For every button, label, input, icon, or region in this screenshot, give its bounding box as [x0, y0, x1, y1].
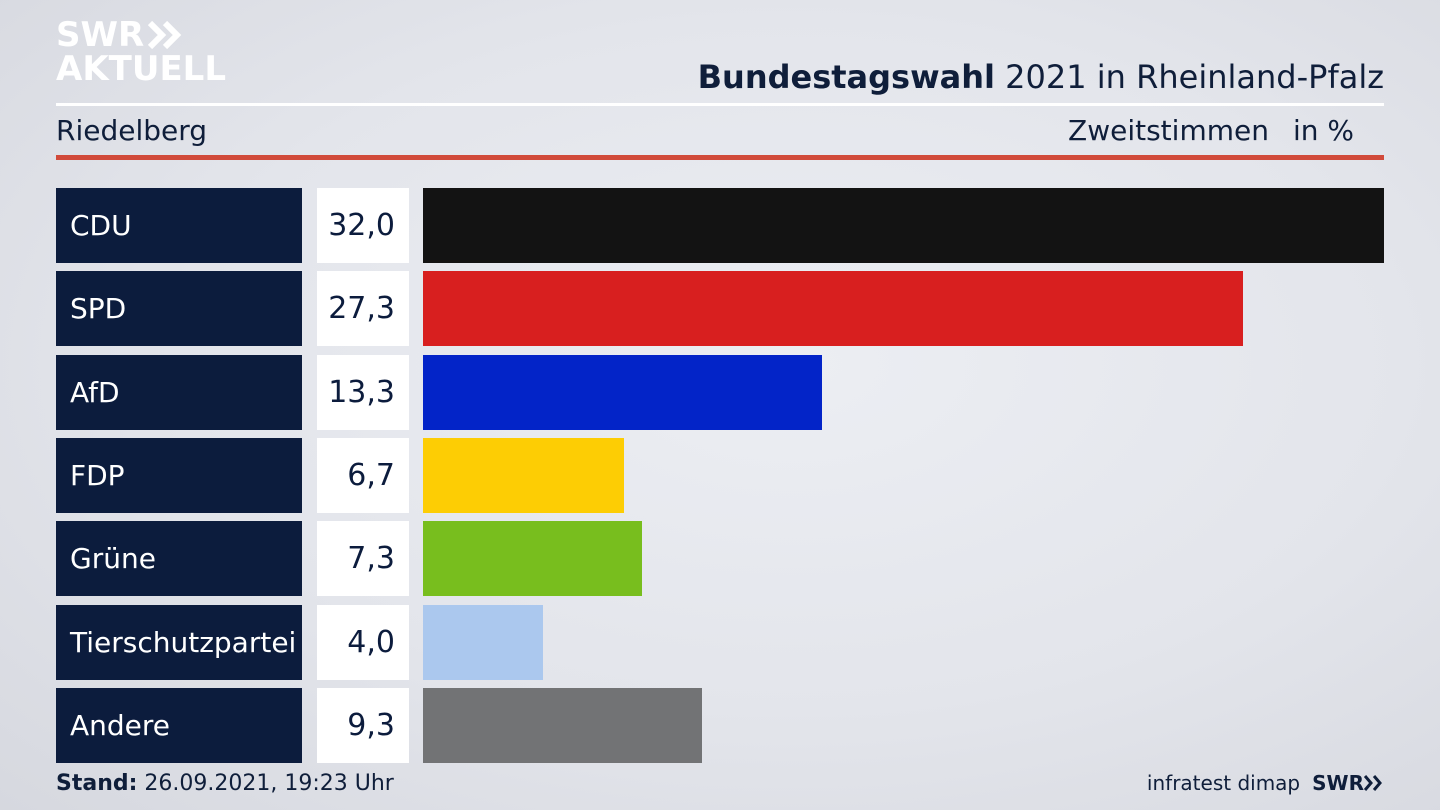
- footer-swr-logo: SWR: [1312, 771, 1384, 795]
- header-accent-rule: [56, 155, 1384, 160]
- source-label: infratest dimap: [1146, 771, 1301, 795]
- value-label: 7,3: [317, 521, 409, 596]
- title-rest: 2021 in Rheinland-Pfalz: [1005, 58, 1384, 96]
- value-label: 4,0: [317, 605, 409, 680]
- footer-swr-text: SWR: [1312, 771, 1364, 795]
- region-name: Riedelberg: [56, 114, 208, 147]
- timestamp: Stand: 26.09.2021, 19:23 Uhr: [56, 771, 394, 796]
- double-chevron-icon: [148, 21, 182, 49]
- header-divider: [56, 103, 1384, 106]
- value-label: 32,0: [317, 188, 409, 263]
- metric-unit: in %: [1292, 114, 1354, 147]
- bar: [423, 271, 1243, 346]
- bar: [423, 188, 1384, 263]
- double-chevron-icon: [1364, 775, 1382, 791]
- party-label: SPD: [56, 271, 302, 346]
- bar: [423, 355, 822, 430]
- party-label: Tierschutzpartei: [56, 605, 302, 680]
- party-label: FDP: [56, 438, 302, 513]
- stand-label: Stand:: [56, 771, 138, 796]
- metric-name: Zweitstimmen: [1068, 114, 1269, 147]
- party-label: Andere: [56, 688, 302, 763]
- logo-swr-text: SWR: [56, 15, 145, 55]
- value-label: 27,3: [317, 271, 409, 346]
- page-title: Bundestagswahl 2021 in Rheinland-Pfalz: [698, 58, 1384, 96]
- metric-label: Zweitstimmen in %: [1068, 114, 1354, 147]
- party-label: CDU: [56, 188, 302, 263]
- value-label: 9,3: [317, 688, 409, 763]
- value-label: 6,7: [317, 438, 409, 513]
- bar: [423, 438, 624, 513]
- party-label: Grüne: [56, 521, 302, 596]
- party-label: AfD: [56, 355, 302, 430]
- logo-aktuell-text: AKTUELL: [56, 49, 227, 89]
- value-label: 13,3: [317, 355, 409, 430]
- swr-aktuell-logo: SWR AKTUELL: [56, 18, 226, 86]
- stand-value: 26.09.2021, 19:23 Uhr: [144, 771, 394, 796]
- bar: [423, 605, 543, 680]
- footer-credits: infratest dimap SWR: [1147, 771, 1384, 795]
- title-bold: Bundestagswahl: [697, 58, 995, 96]
- bar: [423, 688, 702, 763]
- bar: [423, 521, 642, 596]
